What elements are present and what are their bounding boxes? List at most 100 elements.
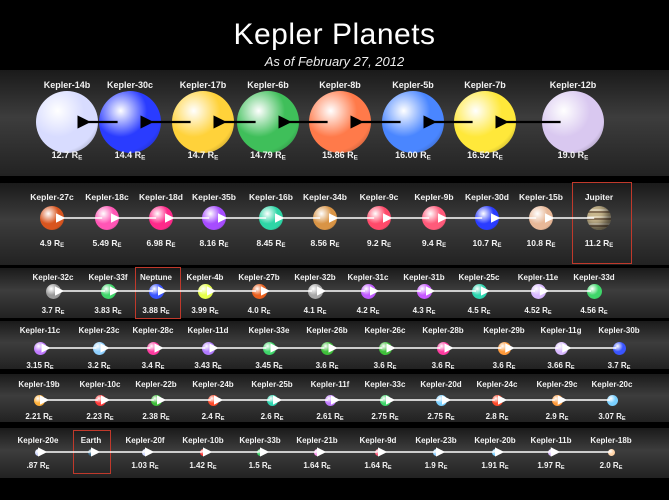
- planet-radius: 15.86 RE: [300, 150, 380, 161]
- radius-unit-subscript: E: [443, 465, 448, 472]
- radius-value: 3.99: [191, 306, 207, 315]
- radius-value: 9.2: [366, 238, 379, 248]
- planet-name: Kepler-31b: [403, 273, 445, 282]
- radius-unit-subscript: E: [486, 310, 491, 317]
- planet-sphere: [542, 91, 604, 153]
- radius-unit: R: [496, 461, 505, 470]
- radius-unit: R: [157, 412, 166, 421]
- radius-unit-subscript: E: [78, 154, 83, 162]
- planet-sphere: [146, 341, 160, 355]
- radius-value: 3.7: [607, 361, 619, 370]
- radius-unit-subscript: E: [551, 243, 556, 250]
- planet-name: Kepler-20d: [420, 380, 462, 389]
- radius-unit: R: [152, 361, 161, 370]
- radius-unit: R: [271, 412, 280, 421]
- planet-sphere: [100, 283, 116, 299]
- radius-value: 1.91: [481, 461, 497, 470]
- radius-value: 8.56: [310, 238, 328, 248]
- planet-name: Kepler-20b: [474, 436, 516, 445]
- page-title: Kepler Planets: [233, 18, 436, 51]
- radius-value: 3.83: [94, 306, 110, 315]
- planet-radius: 1.9 RE: [396, 461, 476, 471]
- radius-unit: R: [478, 306, 487, 315]
- planet-sphere: [259, 206, 283, 230]
- radius-value: 15.86: [322, 150, 345, 160]
- planet-radius: 14.4 RE: [90, 150, 170, 161]
- radius-unit-subscript: E: [117, 310, 122, 317]
- radius-unit-subscript: E: [394, 416, 399, 423]
- planet-sphere: [491, 448, 499, 456]
- planet-name: Kepler-33e: [248, 326, 290, 335]
- radius-unit: R: [314, 306, 323, 315]
- planet-name: Kepler-20e: [17, 436, 59, 445]
- planet-sphere: [36, 91, 98, 153]
- radius-value: 6.98: [146, 238, 164, 248]
- planet-name: Kepler-17b: [179, 80, 227, 90]
- planet-radius: 16.52 RE: [445, 150, 525, 161]
- radius-unit: R: [318, 461, 327, 470]
- radius-value: 2.6: [260, 412, 272, 421]
- planet-name: Kepler-27b: [238, 273, 280, 282]
- radius-unit-subscript: E: [431, 310, 436, 317]
- radius-unit: R: [259, 461, 268, 470]
- radius-value: 1.5: [248, 461, 260, 470]
- radius-unit: R: [433, 238, 443, 248]
- radius-unit: R: [575, 150, 585, 160]
- radius-value: 3.15: [26, 361, 42, 370]
- radius-unit: R: [270, 361, 279, 370]
- radius-value: 2.9: [545, 412, 557, 421]
- radius-unit-subscript: E: [584, 154, 589, 162]
- planet-radius: 2.21 RE: [0, 412, 79, 422]
- planet-radius: 2.0 RE: [571, 461, 651, 471]
- radius-value: 4.2: [356, 306, 368, 315]
- planet-sphere: [309, 91, 371, 153]
- planet-radius: 2.6 RE: [232, 412, 312, 422]
- radius-unit: R: [386, 412, 395, 421]
- planet-radius: 8.16 RE: [174, 238, 254, 249]
- planet-sphere: [432, 448, 440, 456]
- planet-radius: 3.66 RE: [521, 361, 601, 371]
- planet-sphere: [612, 341, 626, 355]
- planet-sphere: [382, 91, 444, 153]
- planet-sphere: [307, 283, 323, 299]
- planet-sphere: [237, 91, 299, 153]
- radius-unit: R: [206, 306, 215, 315]
- radius-value: 10.7: [472, 238, 490, 248]
- radius-unit: R: [216, 238, 225, 248]
- radius-value: 1.97: [537, 461, 553, 470]
- radius-unit-subscript: E: [609, 243, 614, 250]
- planet-radius: 16.00 RE: [373, 150, 453, 161]
- highlight-box: [135, 267, 181, 319]
- planet-name: Kepler-11g: [540, 326, 582, 335]
- planet-radius: 1.91 RE: [455, 461, 535, 471]
- radius-unit: R: [52, 306, 61, 315]
- planet-sphere: [416, 283, 432, 299]
- planet-radius: 3.6 RE: [464, 361, 544, 371]
- radius-value: 16.52: [467, 150, 490, 160]
- radius-value: 1.42: [189, 461, 205, 470]
- planet-sphere: [367, 206, 391, 230]
- radius-value: 2.38: [142, 412, 158, 421]
- radius-value: 4.1: [303, 306, 315, 315]
- radius-value: 2.61: [316, 412, 332, 421]
- planet-radius: 1.5 RE: [220, 461, 300, 471]
- radius-unit: R: [273, 238, 282, 248]
- radius-value: 3.6: [492, 361, 504, 370]
- radius-unit-subscript: E: [564, 416, 569, 423]
- radius-unit: R: [109, 238, 118, 248]
- planet-name: Kepler-29c: [536, 380, 578, 389]
- planet-name: Kepler-18b: [590, 436, 632, 445]
- planet-name: Kepler-4b: [186, 273, 224, 282]
- planet-sphere: [40, 206, 64, 230]
- radius-unit-subscript: E: [266, 310, 271, 317]
- radius-unit-subscript: E: [60, 243, 65, 250]
- planet-radius: 4.1 RE: [275, 306, 355, 316]
- planet-sphere: [45, 283, 61, 299]
- radius-unit: R: [41, 361, 50, 370]
- radius-unit: R: [552, 461, 561, 470]
- planet-sphere: [475, 206, 499, 230]
- planet-sphere: [256, 448, 264, 456]
- planet-radius: 14.79 RE: [228, 150, 308, 161]
- planet-name: Kepler-15b: [519, 192, 563, 202]
- radius-unit-subscript: E: [224, 243, 229, 250]
